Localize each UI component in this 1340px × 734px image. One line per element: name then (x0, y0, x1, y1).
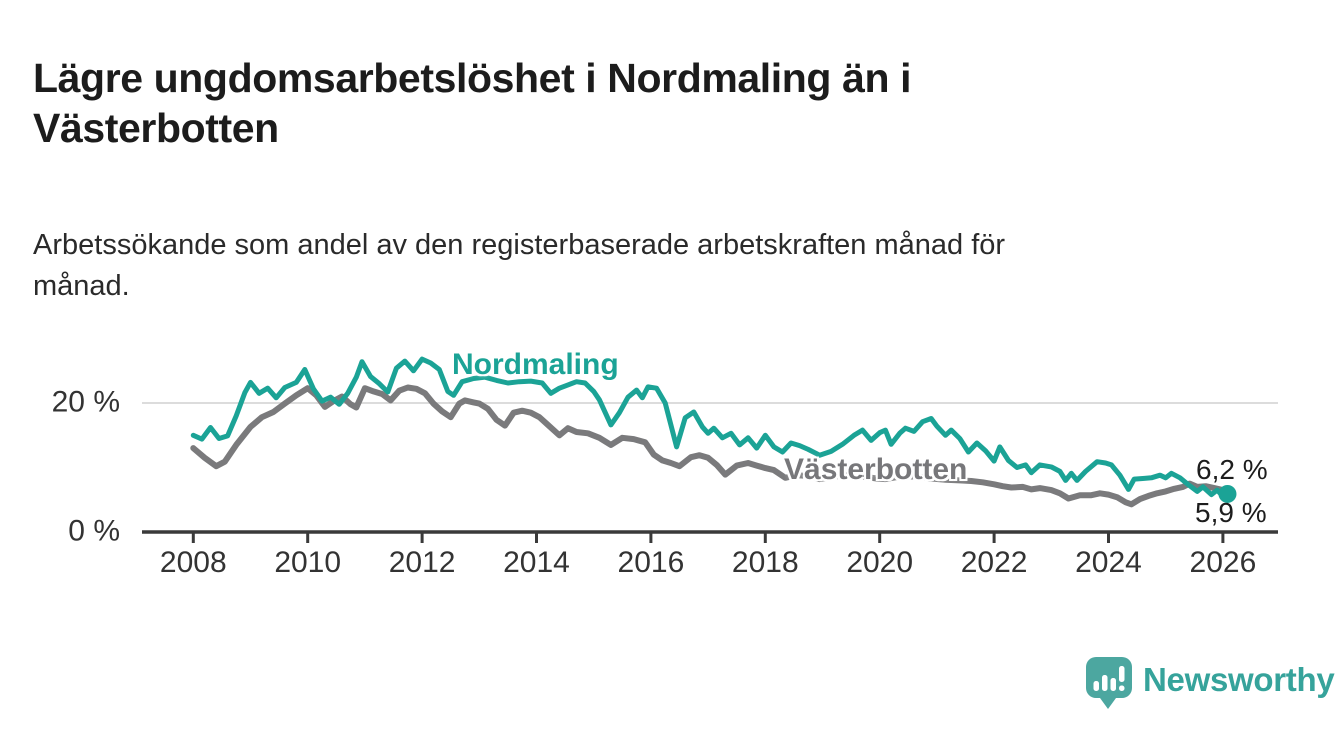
x-tick-label: 2014 (503, 546, 570, 579)
page-title-line1: Lägre ungdomsarbetslöshet i Nordmaling ä… (33, 55, 912, 102)
page-subtitle: Arbetssökande som andel av den registerb… (33, 225, 1273, 306)
newsworthy-logo-icon (1086, 657, 1132, 709)
end-value-label-1: 5,9 % (1195, 497, 1267, 528)
x-tick-label: 2018 (731, 546, 799, 579)
y-tick-label: 20 % (51, 385, 120, 419)
series-label-nordmaling: Nordmaling (452, 348, 619, 381)
x-tick-label: 2008 (159, 546, 227, 579)
newsworthy-logo: Newsworthy (1085, 656, 1335, 710)
series-label-västerbotten: Västerbotten (784, 453, 968, 486)
x-tick-label: 2024 (1075, 546, 1142, 579)
x-tick-label: 2010 (274, 546, 342, 579)
vasterbotten-line (190, 384, 1231, 508)
nordmaling-line (190, 356, 1230, 499)
y-tick-label: 0 % (68, 514, 120, 548)
page-title: Lägre ungdomsarbetslöshet i Nordmaling ä… (33, 53, 1233, 153)
x-tick-label: 2022 (960, 546, 1028, 579)
newsworthy-logo-text: Newsworthy (1143, 661, 1335, 698)
page-subtitle-line1: Arbetssökande som andel av den registerb… (33, 229, 1006, 261)
x-tick-label: 2026 (1189, 546, 1257, 579)
x-tick-label: 2016 (617, 546, 685, 579)
end-value-label-0: 6,2 % (1196, 454, 1268, 485)
logo-barchart-icon (1093, 666, 1125, 691)
page-title-line2: Västerbotten (33, 105, 279, 152)
x-tick-label: 2012 (388, 546, 456, 579)
page-subtitle-line2: månad. (33, 269, 130, 302)
x-tick-label: 2020 (846, 546, 914, 579)
logo-bubble-shape (1086, 657, 1132, 709)
nordmaling-end-dot (1218, 484, 1237, 503)
